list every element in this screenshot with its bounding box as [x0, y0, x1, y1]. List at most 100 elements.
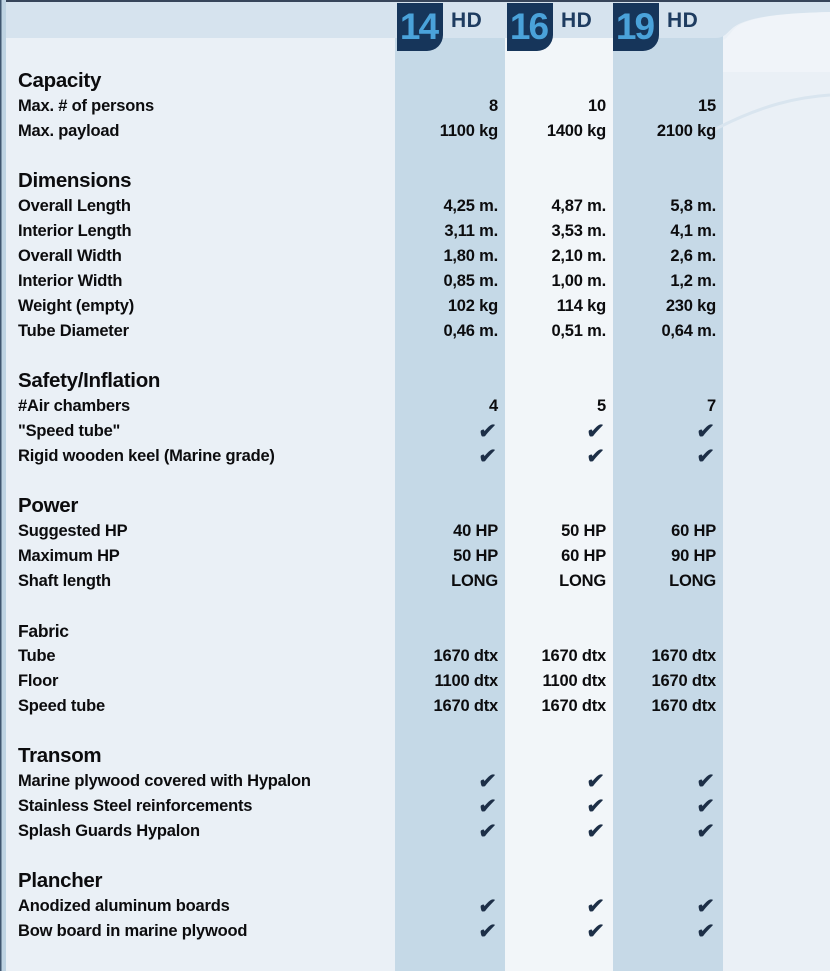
spec-label: Overall Width	[18, 247, 122, 265]
spec-value: 60 HP	[671, 522, 716, 540]
spec-value: 10	[588, 97, 606, 115]
spec-value: 40 HP	[453, 522, 498, 540]
spec-value: LONG	[559, 572, 606, 590]
spec-value: 8	[489, 97, 498, 115]
check-icon: ✔	[695, 895, 716, 918]
spec-value: 1670 dtx	[433, 697, 499, 715]
model-header-19hd: 19 HD	[613, 3, 698, 51]
top-border-line	[0, 0, 830, 2]
model-header-row: 14 HD 16 HD 19 HD	[0, 0, 830, 60]
spec-value: 50 HP	[453, 547, 498, 565]
spec-label: Max. payload	[18, 122, 120, 140]
spec-row: Bow board in marine plywood ✔ ✔ ✔	[0, 919, 830, 944]
spec-value: 2,6 m.	[670, 247, 716, 265]
spec-value: 1670 dtx	[651, 647, 717, 665]
check-icon: ✔	[477, 795, 498, 818]
column-band-14hd	[395, 0, 505, 971]
spec-label: Rigid wooden keel (Marine grade)	[18, 447, 275, 465]
spec-value: 5	[597, 397, 606, 415]
spec-row: Overall Length 4,25 m. 4,87 m. 5,8 m.	[0, 194, 830, 219]
spec-value: 90 HP	[671, 547, 716, 565]
spec-row: Anodized aluminum boards ✔ ✔ ✔	[0, 894, 830, 919]
spec-value: 1,00 m.	[551, 272, 606, 290]
check-icon: ✔	[695, 445, 716, 468]
section-title: Power	[18, 494, 79, 517]
spec-value: 1,2 m.	[670, 272, 716, 290]
check-icon: ✔	[585, 820, 606, 843]
spec-label: Weight (empty)	[18, 297, 135, 315]
check-icon: ✔	[477, 445, 498, 468]
spec-value: 4,25 m.	[443, 197, 498, 215]
spec-value: 15	[698, 97, 716, 115]
model-badge-14: 14	[397, 3, 443, 51]
spec-value: 60 HP	[561, 547, 606, 565]
section-plancher: Plancher Anodized aluminum boards ✔ ✔ ✔ Bow b…	[0, 868, 830, 944]
spec-value: 114 kg	[556, 297, 606, 315]
spec-row: Tube Diameter 0,46 m. 0,51 m. 0,64 m.	[0, 319, 830, 344]
spec-value: LONG	[669, 572, 716, 590]
section-title: Capacity	[18, 69, 102, 92]
section-title: Dimensions	[18, 169, 132, 192]
model-badge-16: 16	[507, 3, 553, 51]
section-dimensions: Dimensions Overall Length 4,25 m. 4,87 m. 5,…	[0, 168, 830, 344]
spec-value: 0,46 m.	[443, 322, 498, 340]
check-icon: ✔	[477, 820, 498, 843]
spec-row: Weight (empty) 102 kg 114 kg 230 kg	[0, 294, 830, 319]
spec-value: 3,53 m.	[551, 222, 606, 240]
section-title: Safety/Inflation	[18, 369, 161, 392]
spec-row: Floor 1100 dtx 1100 dtx 1670 dtx	[0, 669, 830, 694]
spec-label: Interior Length	[18, 222, 132, 240]
spec-row: Marine plywood covered with Hypalon ✔ ✔ ✔	[0, 769, 830, 794]
spec-value: 5,8 m.	[670, 197, 716, 215]
check-icon: ✔	[695, 795, 716, 818]
spec-value: 1100 dtx	[542, 672, 606, 690]
spec-row: Maximum HP 50 HP 60 HP 90 HP	[0, 544, 830, 569]
spec-value: 7	[707, 397, 716, 415]
spec-value: 1400 kg	[546, 122, 606, 140]
model-header-14hd: 14 HD	[397, 3, 482, 51]
left-border-line	[0, 0, 6, 971]
check-icon: ✔	[695, 920, 716, 943]
check-icon: ✔	[477, 770, 498, 793]
spec-label: Floor	[18, 672, 59, 690]
spec-value: 1,80 m.	[443, 247, 498, 265]
spec-value: LONG	[451, 572, 498, 590]
spec-value: 0,51 m.	[551, 322, 606, 340]
spec-label: Marine plywood covered with Hypalon	[18, 772, 311, 790]
spec-row: Rigid wooden keel (Marine grade) ✔ ✔ ✔	[0, 444, 830, 469]
spec-label: Tube Diameter	[18, 322, 129, 340]
spec-row: Stainless Steel reinforcements ✔ ✔ ✔	[0, 794, 830, 819]
spec-row: #Air chambers 4 5 7	[0, 394, 830, 419]
spec-row: Overall Width 1,80 m. 2,10 m. 2,6 m.	[0, 244, 830, 269]
model-suffix: HD	[451, 9, 483, 32]
spec-value: 230 kg	[665, 297, 716, 315]
spec-value: 4,87 m.	[551, 197, 606, 215]
spec-row: "Speed tube" ✔ ✔ ✔	[0, 419, 830, 444]
spec-label: Bow board in marine plywood	[18, 922, 248, 940]
section-safety-inflation: Safety/Inflation #Air chambers 4 5 7 "Speed t…	[0, 368, 830, 469]
spec-label: "Speed tube"	[18, 422, 121, 440]
spec-label: Maximum HP	[18, 547, 120, 565]
spec-value: 2100 kg	[656, 122, 716, 140]
spec-value: 0,64 m.	[661, 322, 716, 340]
spec-label: Overall Length	[18, 197, 131, 215]
check-icon: ✔	[695, 420, 716, 443]
spec-label: Splash Guards Hypalon	[18, 822, 200, 840]
model-suffix: HD	[667, 9, 699, 32]
check-icon: ✔	[585, 445, 606, 468]
check-icon: ✔	[585, 795, 606, 818]
spec-row: Max. payload 1100 kg 1400 kg 2100 kg	[0, 119, 830, 144]
spec-label: #Air chambers	[18, 397, 131, 415]
section-transom: Transom Marine plywood covered with Hypal…	[0, 743, 830, 844]
spec-row: Speed tube 1670 dtx 1670 dtx 1670 dtx	[0, 694, 830, 719]
model-suffix: HD	[561, 9, 593, 32]
model-number: 16	[509, 6, 549, 47]
spec-row: Suggested HP 40 HP 50 HP 60 HP	[0, 519, 830, 544]
model-number: 19	[615, 6, 655, 47]
check-icon: ✔	[585, 770, 606, 793]
model-badge-19: 19	[613, 3, 659, 51]
section-title: Plancher	[18, 869, 103, 892]
spec-value: 1670 dtx	[541, 697, 607, 715]
spec-label: Stainless Steel reinforcements	[18, 797, 253, 815]
